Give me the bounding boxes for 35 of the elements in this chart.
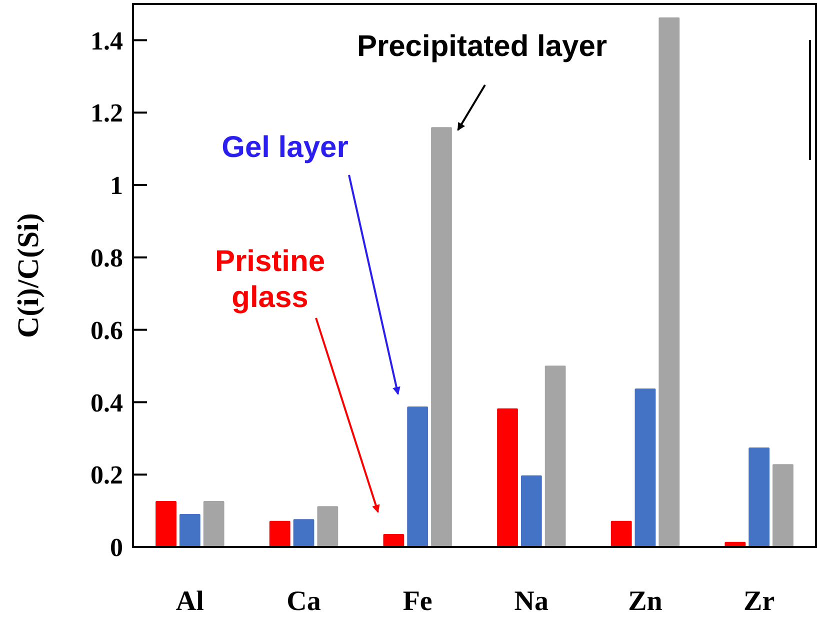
bar <box>520 475 542 547</box>
y-tick-label: 0 <box>110 533 123 562</box>
bar <box>407 406 428 547</box>
y-tick-label: 1.4 <box>90 26 123 56</box>
y-tick-label: 0.8 <box>90 244 123 272</box>
bar <box>293 519 314 547</box>
bar <box>431 127 452 547</box>
bar <box>772 464 794 547</box>
bar <box>544 366 566 547</box>
bar <box>269 520 290 547</box>
y-axis-title: C(i)/C(Si) <box>12 213 45 338</box>
y-tick-label: 0.6 <box>90 316 123 345</box>
bar <box>658 17 680 547</box>
x-tick-label: Fe <box>402 586 432 617</box>
annotation: Pristine glass <box>214 245 326 314</box>
x-tick-label: Zn <box>628 586 663 617</box>
y-tick-label: 1.2 <box>90 98 123 128</box>
y-tick-label: 0.4 <box>90 388 123 418</box>
bar <box>383 534 404 547</box>
bar <box>634 388 656 547</box>
y-tick-label: 0.2 <box>90 460 123 490</box>
bar <box>497 408 518 547</box>
bar <box>610 520 632 547</box>
bar <box>156 501 176 547</box>
bar <box>317 506 338 547</box>
x-tick-label: Ca <box>286 586 321 617</box>
bar <box>203 501 224 547</box>
x-tick-label: Zr <box>744 586 775 617</box>
bar <box>179 514 200 547</box>
x-tick-label: Na <box>514 586 549 617</box>
annotation: Gel layer <box>222 131 349 164</box>
y-tick-label: 1 <box>110 171 123 200</box>
bar <box>748 447 770 547</box>
x-tick-label: Al <box>176 586 204 617</box>
annotation: Precipitated layer <box>356 30 608 63</box>
